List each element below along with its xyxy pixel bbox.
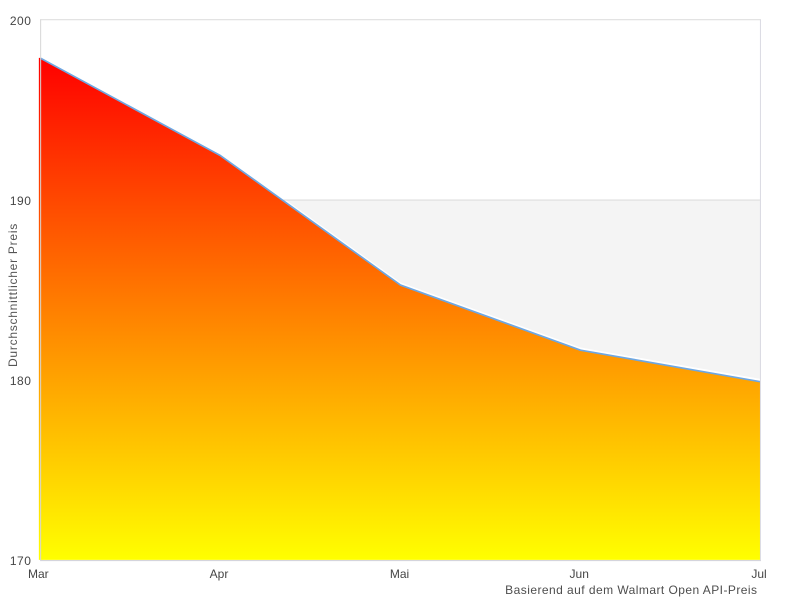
- svg-text:Jul: Jul: [751, 567, 766, 581]
- svg-text:Jun: Jun: [570, 567, 589, 581]
- svg-text:Apr: Apr: [210, 567, 229, 581]
- svg-text:170: 170: [10, 554, 32, 568]
- svg-text:190: 190: [10, 194, 32, 208]
- svg-text:180: 180: [10, 374, 32, 388]
- svg-text:Mai: Mai: [390, 567, 409, 581]
- svg-text:Durchschnittlicher Preis: Durchschnittlicher Preis: [6, 223, 20, 367]
- svg-text:200: 200: [10, 14, 32, 28]
- svg-text:Mar: Mar: [28, 567, 49, 581]
- svg-text:Basierend auf dem Walmart Open: Basierend auf dem Walmart Open API-Preis: [505, 583, 757, 597]
